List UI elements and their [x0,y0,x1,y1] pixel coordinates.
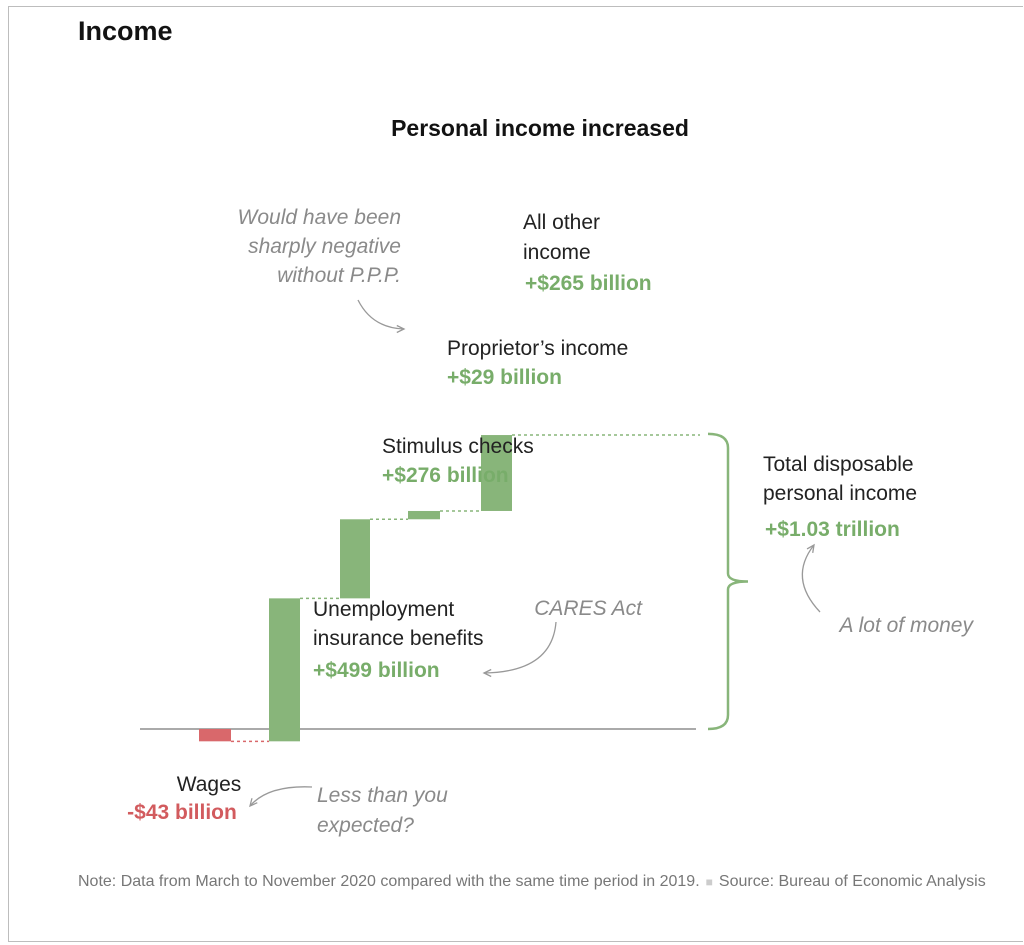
label-proprietor: Proprietor’s income [447,337,628,360]
arrow-unemployment [483,621,557,674]
value-proprietor: +$29 billion [447,366,562,389]
note-text: Note: Data from March to November 2020 c… [78,873,700,890]
annotation-unemployment: CARES Act [534,597,643,620]
annotation-total: A lot of money [838,614,975,637]
bar-unemployment-insurance-benefits [269,598,300,742]
value-total: +$1.03 trillion [765,518,900,541]
label-all-other: income [523,241,591,264]
arrow-wages-head [249,798,258,808]
label-stimulus: Stimulus checks [382,435,534,458]
chart-note: Note: Data from March to November 2020 c… [78,870,1008,894]
chart-frame [8,6,1023,942]
label-unemployment: Unemployment [313,598,454,621]
arrow-total-head [806,543,815,554]
value-all-other: +$265 billion [525,272,652,295]
bar-wages [199,729,231,742]
bar-stimulus-checks [340,519,370,599]
annotation-proprietor: Would have been [238,206,401,229]
bar-all-other-income [481,435,512,511]
label-unemployment: insurance benefits [313,627,483,650]
label-wages: Wages [177,773,242,796]
section-title: Income [78,16,173,46]
arrow-total [801,544,821,613]
value-unemployment: +$499 billion [313,659,440,682]
annotation-wages: expected? [317,814,414,837]
arrow-unemployment-head [482,668,492,678]
waterfall-chart: Personal income increased Wages -$43 bill… [127,115,975,837]
arrow-proprietor-head [396,324,406,334]
value-wages: -$43 billion [127,801,237,824]
annotation-proprietor: sharply negative [248,235,401,258]
value-stimulus: +$276 billion [382,464,509,487]
label-all-other: All other [523,211,600,234]
source-text: Source: Bureau of Economic Analysis [718,873,986,890]
separator-dot: ■ [705,875,713,889]
chart-title: Personal income increased [391,115,689,141]
arrow-proprietor [357,299,405,330]
annotation-wages: Less than you [317,784,448,807]
total-bracket [707,432,749,731]
label-total: personal income [763,482,917,505]
annotation-proprietor: without P.P.P. [277,264,401,287]
arrow-wages [249,786,313,807]
label-total: Total disposable [763,453,914,476]
bar-proprietor-s-income [408,510,440,520]
